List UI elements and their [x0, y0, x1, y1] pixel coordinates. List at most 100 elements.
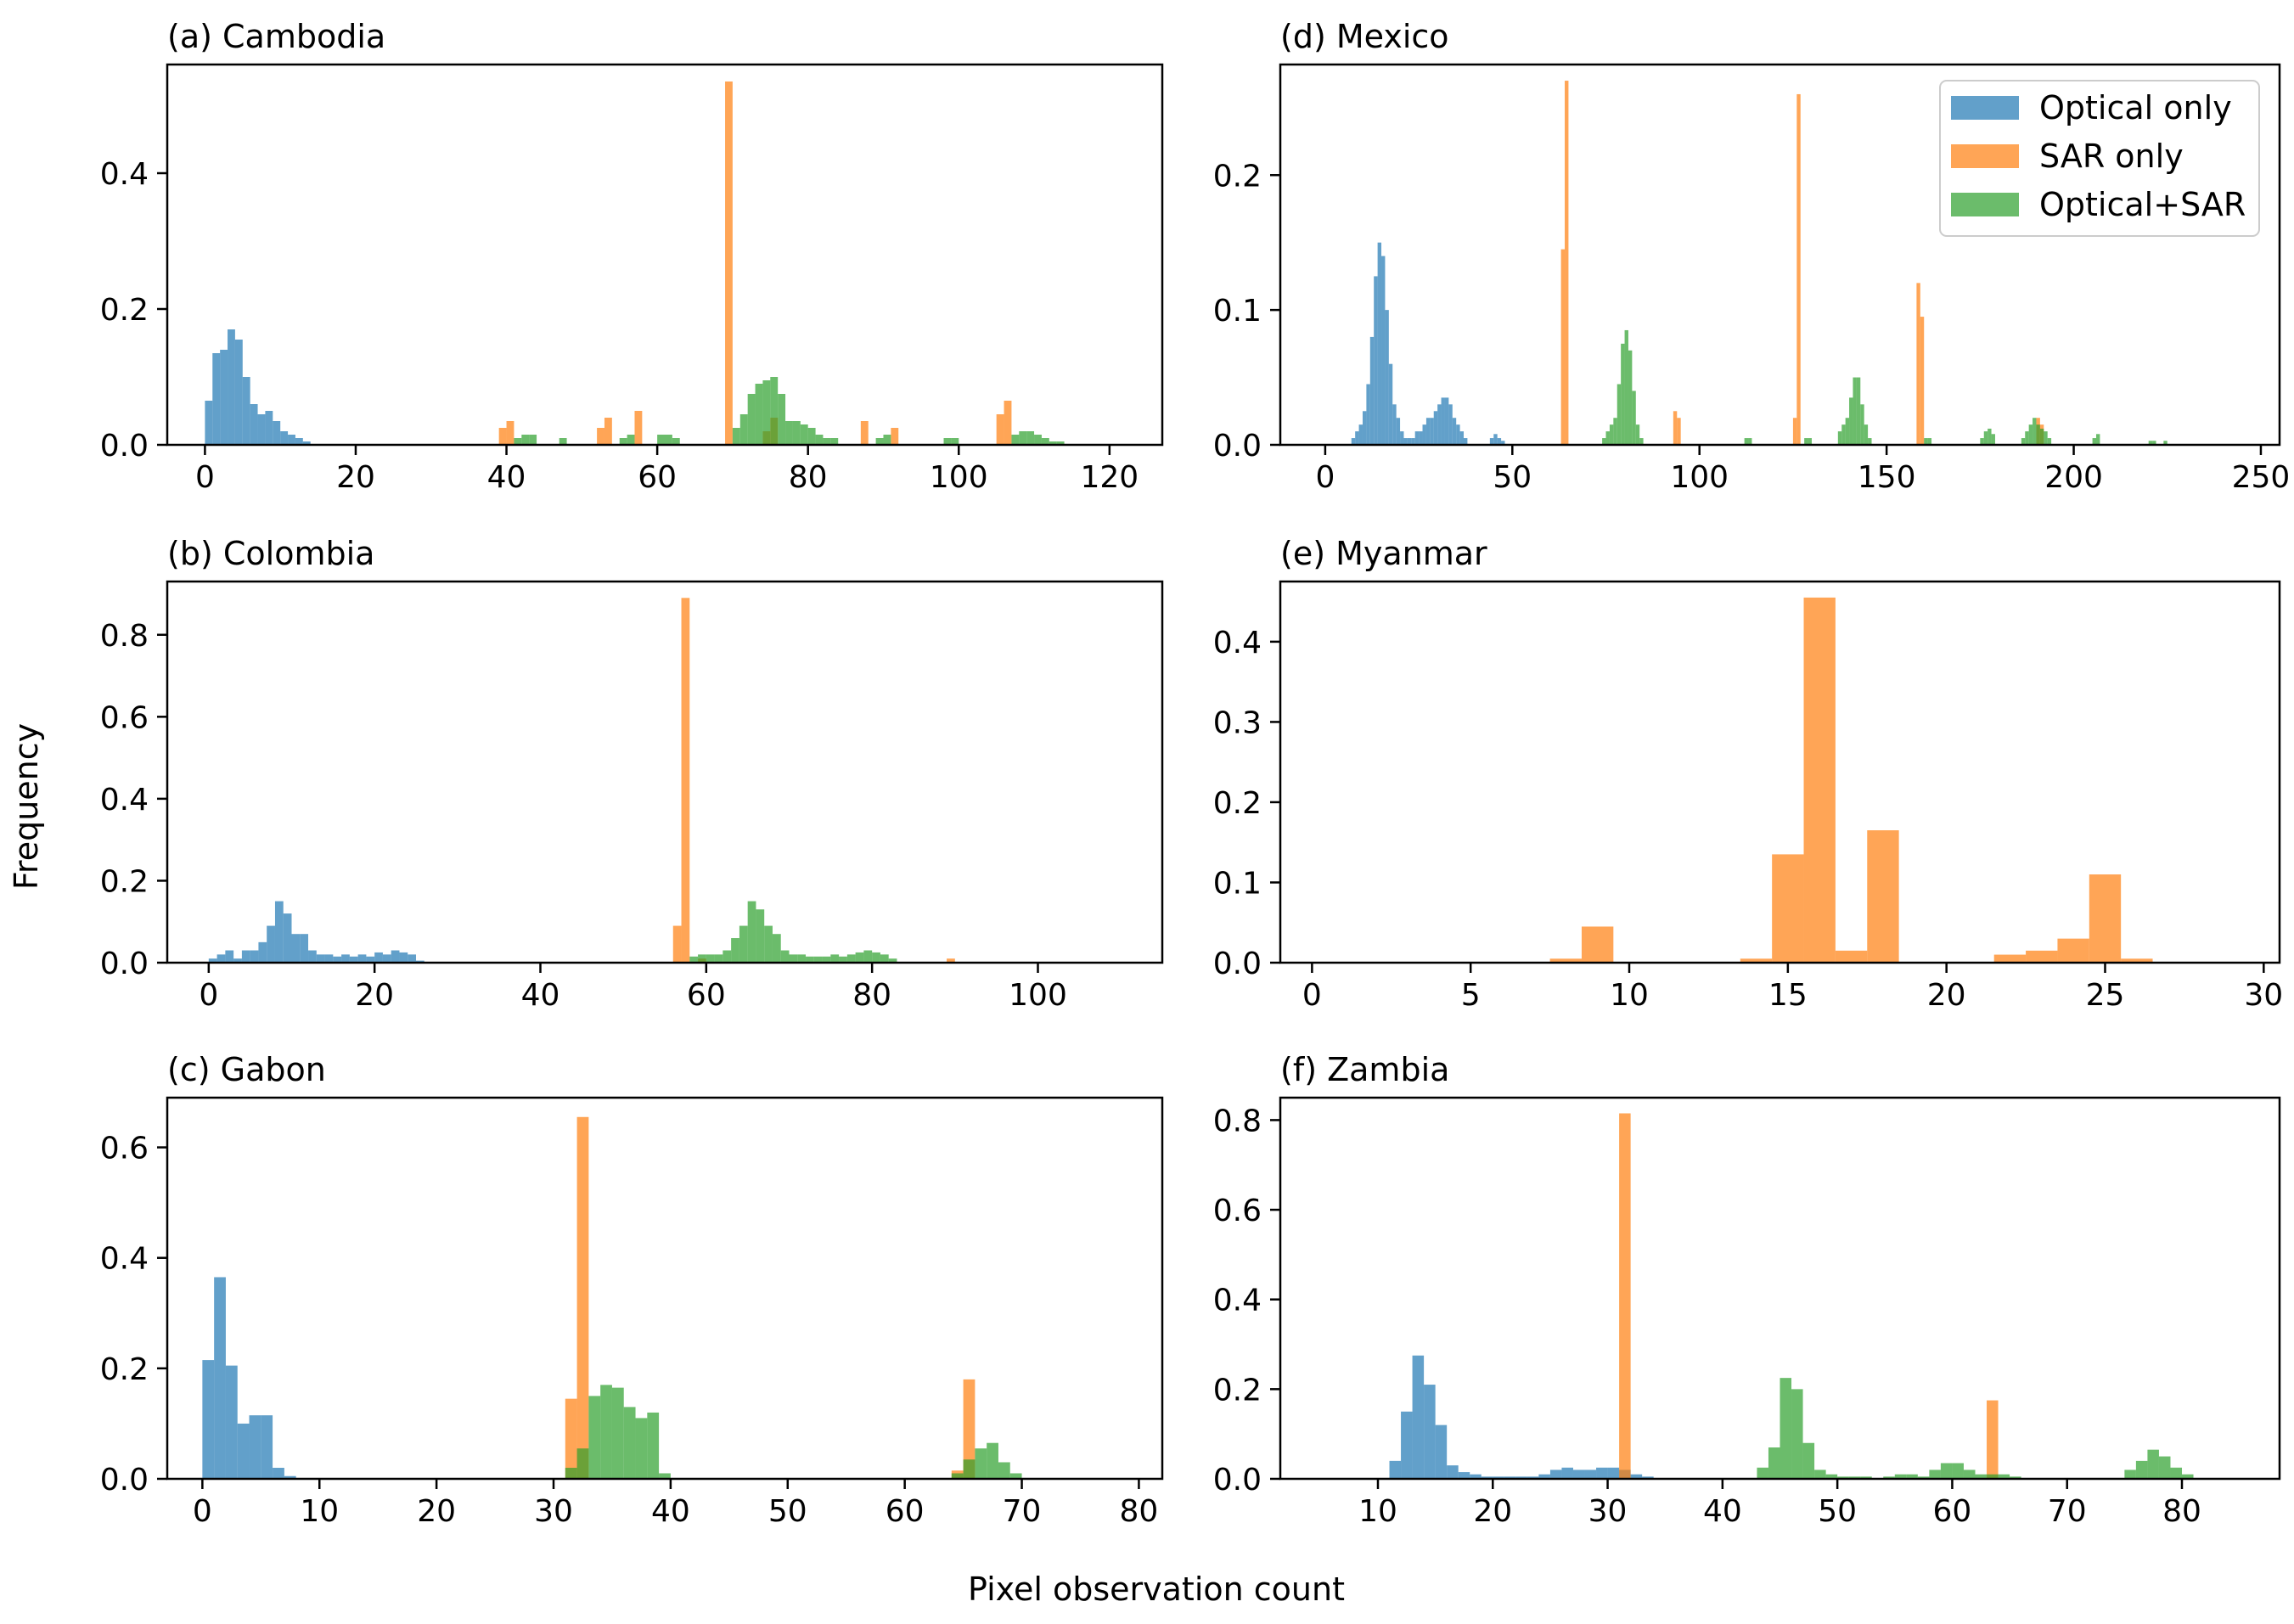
bar-d-optical-only-3: [1362, 411, 1367, 445]
bar-d-optical-sar-32: [2028, 424, 2033, 445]
bar-b-optical-only-7: [267, 925, 275, 963]
bar-e-sar-only-11: [2121, 958, 2153, 963]
xtick-label-a-4: 80: [789, 460, 828, 495]
bar-c-optical-sar-4: [611, 1387, 624, 1479]
bar-d-optical-sar-18: [1849, 397, 1853, 445]
bar-d-optical-only-1: [1355, 431, 1359, 445]
xtick-label-c-4: 40: [651, 1494, 690, 1529]
panel-c: 0 10 20 30 40 50 60 70 80 0.0 0.2 0.4 0.6 (c) Gabon: [100, 1051, 1164, 1529]
bar-a-optical-sar-0: [514, 438, 522, 445]
bar-f-optical-sar-7: [1837, 1476, 1849, 1479]
bar-f-optical-sar-4: [1802, 1442, 1815, 1479]
bar-b-optical-only-17: [349, 956, 358, 963]
bar-b-optical-only-10: [291, 934, 301, 963]
bar-f-optical-sar-15: [1940, 1463, 1953, 1479]
ytick-label-e-1: 0.1: [1213, 866, 1262, 901]
panel-b: 0 20 40 60 80 100 0.0 0.2 0.4 0.6 0.8 (b) Colombia: [100, 535, 1164, 1013]
bar-a-optical-sar-6: [657, 435, 665, 445]
bar-d-optical-only-2: [1358, 424, 1363, 445]
legend-frame: [1939, 80, 2260, 237]
bar-a-optical-sar-31: [1041, 438, 1049, 445]
bar-c-optical-sar-1: [576, 1448, 589, 1479]
bar-d-optical-sar-12: [1748, 438, 1752, 445]
bar-e-sar-only-6: [1867, 830, 1899, 963]
bar-c-optical-sar-8: [659, 1473, 671, 1479]
bar-f-optical-sar-2: [1780, 1378, 1792, 1479]
bar-b-optical-only-16: [341, 954, 350, 963]
bar-d-optical-only-17: [1414, 431, 1420, 445]
bar-d-optical-sar-35: [2039, 428, 2044, 445]
bar-b-optical-only-2: [225, 950, 234, 963]
panel-f-bars: [1389, 1113, 2194, 1479]
bar-d-optical-only-15: [1407, 438, 1412, 445]
bar-b-optical-sar-7: [747, 901, 756, 963]
bar-d-optical-only-19: [1422, 424, 1426, 445]
bar-a-optical-sar-26: [951, 438, 959, 445]
xtick-label-f-4: 50: [1818, 1494, 1857, 1529]
bar-b-optical-only-13: [316, 954, 325, 963]
ytick-label-f-0: 0.0: [1213, 1463, 1262, 1498]
bar-b-optical-sar-9: [764, 925, 773, 963]
bar-a-sar-only-8: [860, 421, 869, 445]
ytick-label-b-4: 0.8: [100, 619, 149, 654]
bar-c-optical-sar-13: [998, 1462, 1010, 1479]
xtick-label-e-1: 5: [1461, 978, 1481, 1013]
ytick-label-b-3: 0.6: [100, 700, 149, 735]
bar-f-optical-only-10: [1504, 1476, 1516, 1479]
bar-d-optical-sar-20: [1856, 377, 1861, 445]
xtick-label-f-5: 60: [1933, 1494, 1972, 1529]
bar-a-optical-sar-27: [1011, 435, 1020, 445]
bar-d-optical-sar-28: [1988, 428, 1992, 445]
bar-d-optical-only-8: [1381, 256, 1386, 445]
bar-e-sar-only-7: [1993, 954, 2027, 963]
bar-b-optical-sar-24: [888, 958, 897, 963]
bar-a-optical-only-2: [220, 350, 228, 445]
bar-a-optical-sar-13: [762, 380, 771, 445]
bar-a-optical-only-11: [288, 435, 295, 445]
bar-a-optical-sar-25: [943, 438, 952, 445]
xtick-label-c-1: 10: [300, 1494, 339, 1529]
bar-f-optical-sar-8: [1848, 1476, 1861, 1479]
legend-label-sar: SAR only: [2039, 138, 2184, 175]
panel-d: 0 50 100 150 200 250 0.0 0.1 0.2 (d) Mexico: [1213, 18, 2291, 495]
bar-c-optical-only-4: [249, 1415, 261, 1479]
bar-d-optical-only-10: [1388, 363, 1393, 445]
xtick-label-d-1: 50: [1493, 460, 1532, 495]
xtick-label-e-5: 25: [2086, 978, 2125, 1013]
xtick-label-b-2: 40: [521, 978, 560, 1013]
legend-label-optical: Optical only: [2039, 89, 2232, 126]
bar-d-optical-sar-24: [1924, 438, 1928, 445]
bar-a-sar-only-1: [506, 421, 514, 445]
bar-d-optical-sar-19: [1853, 377, 1857, 445]
panel-a-title: (a) Cambodia: [167, 18, 385, 55]
bar-f-optical-sar-11: [1894, 1474, 1907, 1479]
bar-d-optical-only-27: [1452, 418, 1457, 445]
bar-b-optical-sar-13: [797, 954, 807, 963]
bar-b-optical-only-22: [391, 950, 400, 963]
xtick-label-d-2: 100: [1670, 460, 1729, 495]
bar-a-sar-only-4: [634, 411, 643, 445]
bar-f-optical-only-18: [1596, 1467, 1608, 1479]
bar-f-optical-only-15: [1561, 1467, 1573, 1479]
bar-a-optical-sar-9: [732, 428, 740, 445]
bar-a-optical-only-1: [212, 353, 221, 445]
bar-b-sar-only-1: [681, 598, 690, 963]
bar-f-optical-sar-16: [1952, 1463, 1964, 1479]
bar-f-optical-only-11: [1515, 1476, 1527, 1479]
panel-b-frame: [166, 580, 1164, 964]
bar-d-optical-sar-37: [2047, 438, 2052, 445]
bar-d-optical-only-29: [1459, 431, 1465, 445]
bar-b-optical-sar-0: [689, 956, 699, 963]
bar-b-optical-sar-2: [706, 954, 715, 963]
bar-d-optical-sar-0: [1602, 438, 1606, 445]
bar-e-sar-only-0: [1549, 958, 1582, 963]
bar-a-optical-sar-28: [1019, 431, 1027, 445]
bar-d-optical-sar-6: [1624, 329, 1628, 445]
bar-d-optical-sar-23: [1868, 438, 1872, 445]
xtick-label-e-2: 10: [1610, 978, 1649, 1013]
xtick-label-f-2: 30: [1588, 1494, 1628, 1529]
xtick-label-e-0: 0: [1302, 978, 1322, 1013]
bar-b-optical-only-3: [233, 958, 242, 963]
bar-c-optical-only-3: [237, 1423, 250, 1479]
